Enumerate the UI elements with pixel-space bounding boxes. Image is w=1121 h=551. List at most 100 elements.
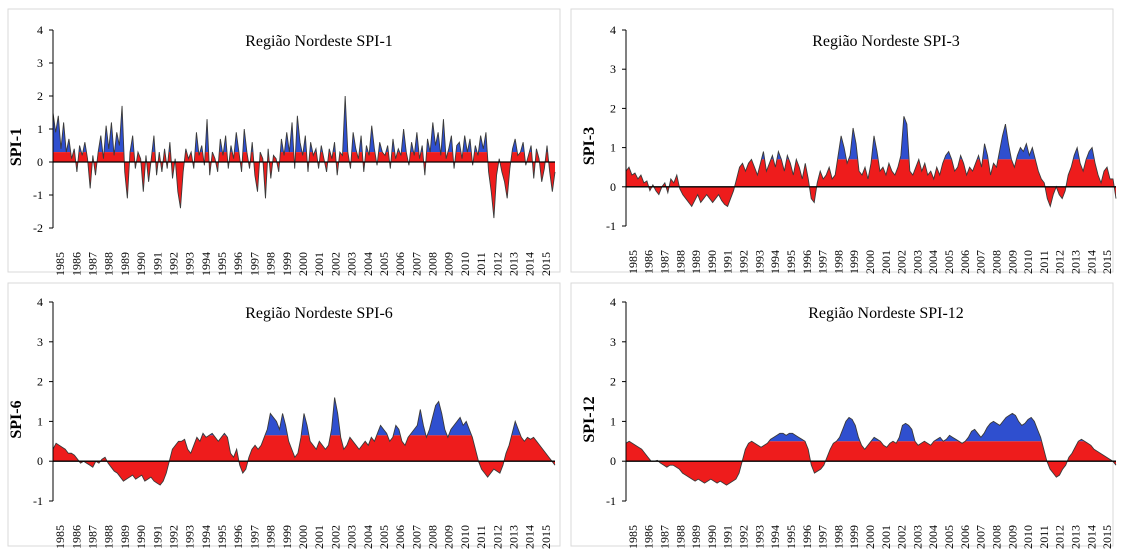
x-tick-label: 2010 (1021, 525, 1035, 549)
x-tick-label: 2014 (1084, 525, 1098, 549)
x-tick-label: 2015 (539, 525, 553, 549)
x-tick-label: 1994 (768, 250, 782, 274)
y-tick-label: 0 (610, 454, 616, 468)
x-tick-label: 1993 (183, 525, 197, 549)
y-tick-label: -1 (606, 494, 616, 508)
x-tick-label: 2004 (926, 250, 940, 274)
x-tick-label: 2014 (1084, 250, 1098, 274)
x-tick-label: 1994 (199, 252, 213, 276)
y-tick-label: 4 (610, 295, 616, 309)
x-tick-label: 2002 (328, 525, 342, 549)
x-tick-label: 1990 (134, 525, 148, 549)
y-tick-label: 1 (37, 122, 43, 136)
x-tick-label: 1988 (673, 250, 687, 274)
y-tick-label: 2 (610, 101, 616, 115)
x-tick-label: 2006 (958, 250, 972, 274)
x-tick-label: 2002 (895, 525, 909, 549)
x-tick-label: 1991 (721, 250, 735, 274)
x-tick-label: 2010 (458, 525, 472, 549)
x-tick-label: 2011 (1037, 525, 1051, 549)
x-tick-label: 2015 (539, 252, 553, 276)
y-tick-label: -2 (33, 221, 43, 235)
x-tick-label: 2015 (1100, 250, 1114, 274)
x-tick-label: 1996 (231, 525, 245, 549)
x-tick-label: 1996 (800, 250, 814, 274)
chart-title: Região Nordeste SPI-3 (812, 33, 960, 50)
x-tick-label: 2006 (393, 525, 407, 549)
x-tick-label: 2000 (863, 250, 877, 274)
x-tick-label: 1996 (231, 252, 245, 276)
series-line (52, 95, 556, 219)
x-tick-label: 1989 (689, 525, 703, 549)
x-tick-label: 2002 (895, 250, 909, 274)
x-tick-label: 1998 (264, 252, 278, 276)
x-tick-label: 2013 (507, 525, 521, 549)
x-tick-label: 2012 (1053, 250, 1067, 274)
y-tick-label: 2 (610, 375, 616, 389)
x-tick-label: 1998 (831, 525, 845, 549)
x-tick-label: 2008 (426, 525, 440, 549)
x-tick-label: 2003 (910, 525, 924, 549)
x-tick-label: 1990 (705, 250, 719, 274)
x-tick-label: 1997 (247, 252, 261, 276)
x-tick-label: 1997 (816, 250, 830, 274)
y-tick-label: 0 (610, 180, 616, 194)
x-tick-label: 1989 (118, 252, 132, 276)
x-tick-label: 1986 (69, 525, 83, 549)
x-tick-label: 2001 (312, 525, 326, 549)
x-tick-label: 2000 (296, 252, 310, 276)
x-tick-label: 1987 (85, 252, 99, 276)
x-tick-label: 2008 (426, 252, 440, 276)
x-tick-label: 1996 (800, 525, 814, 549)
x-tick-label: 1989 (689, 250, 703, 274)
y-tick-label: 4 (610, 23, 616, 37)
y-tick-label: 2 (37, 89, 43, 103)
x-tick-label: 2009 (442, 525, 456, 549)
x-tick-label: 2007 (409, 252, 423, 276)
x-tick-label: 2009 (1005, 250, 1019, 274)
y-axis-label: SPI-3 (581, 127, 598, 165)
x-tick-label: 1992 (166, 525, 180, 549)
series-line (625, 116, 1117, 208)
x-tick-label: 2010 (458, 252, 472, 276)
x-tick-label: 1997 (247, 525, 261, 549)
x-tick-label: 1993 (752, 525, 766, 549)
x-tick-label: 1990 (134, 252, 148, 276)
x-tick-label: 2005 (942, 250, 956, 274)
x-tick-label: 1999 (847, 525, 861, 549)
x-tick-label: 2010 (1021, 250, 1035, 274)
x-tick-label: 2003 (345, 525, 359, 549)
x-tick-label: 1994 (199, 525, 213, 549)
x-tick-label: 1995 (784, 525, 798, 549)
y-tick-label: -1 (606, 219, 616, 233)
x-tick-label: 2011 (474, 252, 488, 276)
x-tick-label: 2007 (409, 525, 423, 549)
x-tick-label: 2012 (490, 525, 504, 549)
panel-border (570, 282, 1114, 547)
y-tick-label: 4 (37, 295, 43, 309)
x-tick-label: 1993 (183, 252, 197, 276)
x-tick-label: 1993 (752, 250, 766, 274)
x-tick-label: 2004 (926, 525, 940, 549)
y-tick-label: 4 (37, 23, 43, 37)
panel-border (7, 282, 561, 547)
y-tick-label: -1 (33, 494, 43, 508)
y-tick-label: 3 (37, 56, 43, 70)
y-tick-label: 1 (37, 414, 43, 428)
x-tick-label: 2007 (974, 250, 988, 274)
x-tick-label: 2015 (1100, 525, 1114, 549)
x-tick-label: 1985 (626, 250, 640, 274)
x-tick-label: 2003 (910, 250, 924, 274)
x-tick-label: 2004 (361, 525, 375, 549)
x-tick-label: 2008 (989, 250, 1003, 274)
y-axis-label: SPI-6 (8, 400, 25, 438)
y-tick-label: 0 (37, 454, 43, 468)
x-tick-label: 2009 (442, 252, 456, 276)
y-tick-label: 3 (37, 335, 43, 349)
x-tick-label: 2005 (377, 525, 391, 549)
x-tick-label: 2013 (1068, 525, 1082, 549)
